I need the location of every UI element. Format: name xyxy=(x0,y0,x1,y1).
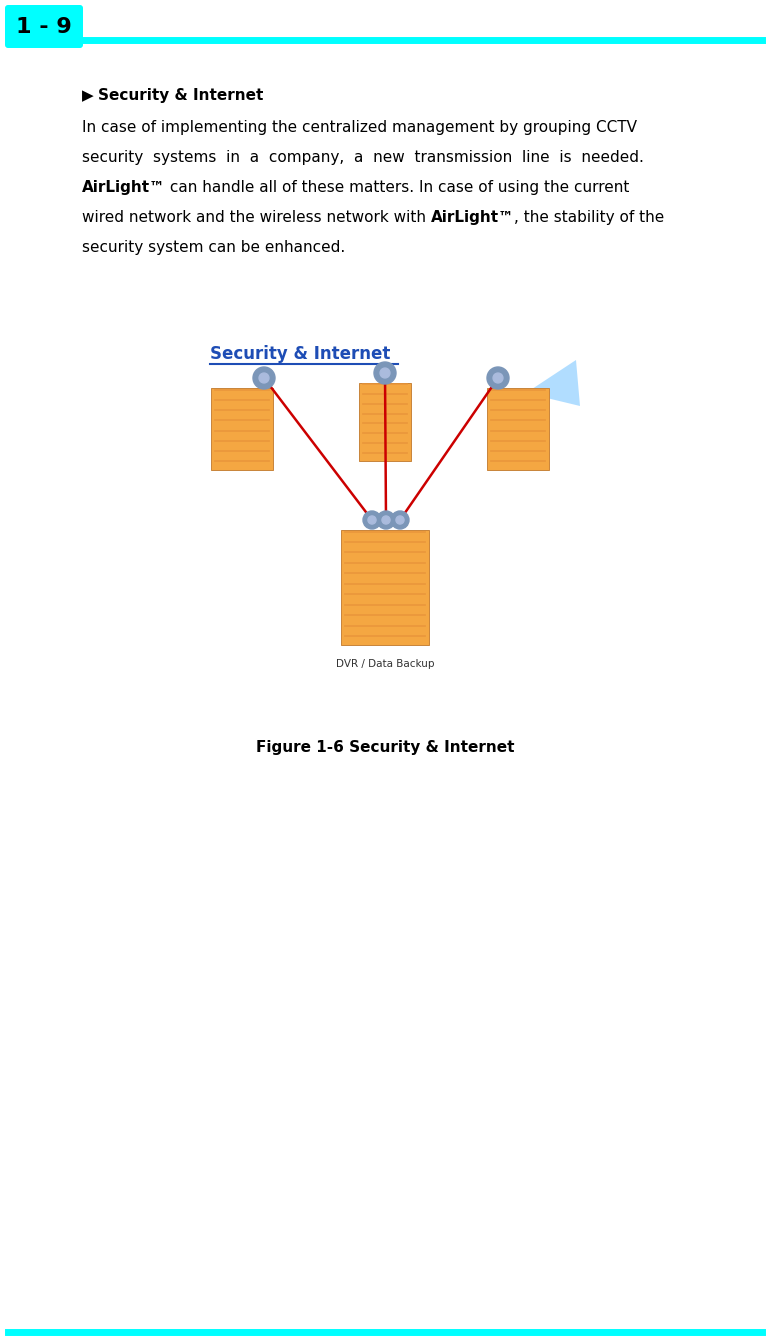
Bar xyxy=(341,530,429,645)
Text: Figure 1-6 Security & Internet: Figure 1-6 Security & Internet xyxy=(256,740,514,755)
Text: 1 - 9: 1 - 9 xyxy=(16,17,72,38)
Text: can handle all of these matters. In case of using the current: can handle all of these matters. In case… xyxy=(166,180,630,195)
Circle shape xyxy=(363,510,381,529)
Text: AirLight™: AirLight™ xyxy=(431,210,514,226)
Circle shape xyxy=(377,510,395,529)
Circle shape xyxy=(374,363,396,384)
Text: Security & Internet: Security & Internet xyxy=(98,89,263,103)
Circle shape xyxy=(368,516,376,524)
Text: security  systems  in  a  company,  a  new  transmission  line  is  needed.: security systems in a company, a new tra… xyxy=(82,150,644,165)
Circle shape xyxy=(253,367,275,389)
Text: AirLight™: AirLight™ xyxy=(82,180,166,195)
Text: In case of implementing the centralized management by grouping CCTV: In case of implementing the centralized … xyxy=(82,120,637,136)
Circle shape xyxy=(382,516,390,524)
Circle shape xyxy=(259,373,269,383)
Text: security system can be enhanced.: security system can be enhanced. xyxy=(82,240,345,255)
Text: ▶: ▶ xyxy=(82,89,94,103)
Circle shape xyxy=(380,368,390,377)
Text: wired network and the wireless network with: wired network and the wireless network w… xyxy=(82,210,431,226)
Text: Security & Internet: Security & Internet xyxy=(210,345,390,363)
Bar xyxy=(487,388,549,470)
Circle shape xyxy=(391,510,409,529)
Bar xyxy=(211,388,273,470)
Circle shape xyxy=(396,516,404,524)
Circle shape xyxy=(493,373,503,383)
Bar xyxy=(359,383,411,461)
FancyBboxPatch shape xyxy=(5,5,83,48)
Circle shape xyxy=(487,367,509,389)
Polygon shape xyxy=(526,360,580,406)
Text: , the stability of the: , the stability of the xyxy=(514,210,665,226)
Text: DVR / Data Backup: DVR / Data Backup xyxy=(336,659,434,669)
